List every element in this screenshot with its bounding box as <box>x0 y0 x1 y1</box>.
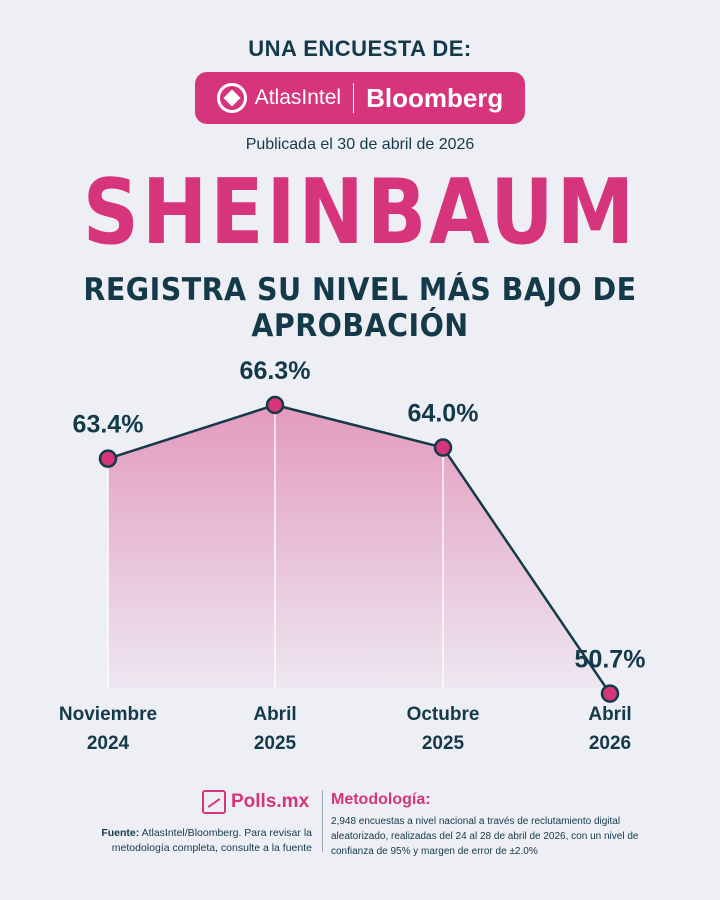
source-text: AtlasIntel/Bloomberg. Para revisar la me… <box>111 827 312 854</box>
survey-label: UNA ENCUESTA DE: <box>248 36 472 61</box>
atlasintel-name: AtlasIntel <box>254 86 342 109</box>
source-note: Fuente: AtlasIntel/Bloomberg. Para revis… <box>80 826 312 856</box>
brand-name: Polls.mx <box>231 791 310 812</box>
chart-logo-icon <box>202 790 226 814</box>
partners-logo: AtlasIntel Bloomberg <box>195 72 525 124</box>
area-fill <box>108 405 610 694</box>
category-label: 2024 <box>87 733 130 754</box>
data-label: 64.0% <box>408 400 479 428</box>
pollsmx-logo: Polls.mx <box>202 790 309 814</box>
series-line-segment <box>274 403 444 449</box>
methodology-title: Metodología: <box>331 791 431 808</box>
subheadline: REGISTRA SU NIVEL MÁS BAJO DE APROBACIÓN <box>83 272 637 344</box>
methodology-text: 2,948 encuestas a nivel nacional a travé… <box>331 816 639 857</box>
data-label: 63.4% <box>73 411 144 439</box>
data-label: 50.7% <box>575 646 646 674</box>
source-label: Fuente: <box>101 827 140 839</box>
data-point <box>600 684 620 703</box>
series-line-segment <box>441 446 612 695</box>
logo-divider <box>353 83 355 113</box>
data-label: 66.3% <box>240 357 311 385</box>
bloomberg-name: Bloomberg <box>366 82 504 113</box>
approval-chart: 63.4% 66.3% 64.0% 50.7% Noviembre 2024 Abril 20… <box>59 357 646 754</box>
footer-divider <box>322 790 323 852</box>
category-label: 2026 <box>589 733 631 754</box>
headline: SHEINBAUM <box>82 161 638 265</box>
category-label: Noviembre <box>59 704 157 725</box>
data-point <box>98 449 118 468</box>
data-point <box>265 395 285 415</box>
category-label: Octubre <box>407 704 480 725</box>
data-point <box>433 438 453 457</box>
series-line-segment <box>107 403 276 460</box>
publication-date: Publicada el 30 de abril de 2026 <box>245 136 475 153</box>
category-label: Abril <box>253 704 296 725</box>
category-label: Abril <box>588 704 631 725</box>
atlasintel-logo-icon <box>216 83 247 113</box>
category-label: 2025 <box>422 733 465 754</box>
category-label: 2025 <box>254 733 297 754</box>
